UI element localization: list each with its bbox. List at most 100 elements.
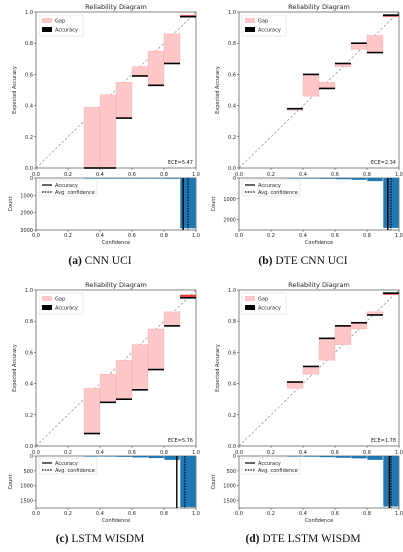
legend-accuracy-label: Accuracy [258,306,281,312]
ece-annotation: ECE=2.34 [371,160,396,166]
count-y-tick-label: 0 [30,454,33,460]
legend: Gap Accuracy [241,292,287,315]
legend-gap-swatch [245,18,255,23]
count-bar [319,178,335,179]
count-legend-confidence-label: Avg. confidence [55,468,95,474]
legend-gap-label: Gap [55,297,65,303]
count-x-tick-label: 0.2 [267,511,275,517]
legend-gap-label: Gap [55,19,65,25]
count-x-tick-label: 0.4 [96,233,104,239]
count-bar [367,178,383,182]
y-tick-label: 0.6 [228,350,236,356]
perfect-calibration-line [238,289,400,447]
x-axis-label: Confidence [102,518,130,524]
legend: Gap Accuracy [241,14,287,37]
count-legend-box [38,179,98,197]
count-x-tick-label: 0.6 [331,511,339,517]
x-tick-label: 1.0 [395,450,403,456]
panel-lstm-wisdm: Reliability Diagram 0.0 0.2 0.4 0.6 0.8 1.0 Exp… [0,278,200,552]
count-legend-box [38,457,98,475]
count-legend-box [241,179,301,197]
gap-bar [302,74,320,97]
x-tick-label: 0.2 [267,450,275,456]
x-axis-label: Confidence [305,240,333,246]
y-tick-label: 0.2 [25,413,33,419]
legend-accuracy-swatch [245,305,255,310]
x-tick-label: 0.2 [64,172,72,178]
x-tick-label: 0.2 [267,172,275,178]
count-x-tick-label: 0.4 [96,511,104,517]
x-tick-label: 0.0 [235,450,243,456]
y-tick-label: 0.4 [25,104,33,110]
chart-title: Reliability Diagram [288,3,350,11]
count-x-tick-label: 0.4 [299,233,307,239]
caption-letter: (a) [68,255,82,267]
y-tick-label: 1.0 [25,10,33,16]
gap-bar [350,43,368,50]
count-bar [367,456,383,460]
count-x-tick-label: 0.4 [299,511,307,517]
count-y-tick-label: 1000 [20,193,33,199]
x-tick-label: 0.8 [363,172,371,178]
panel-dte-lstm-wisdm: Reliability Diagram 0.0 0.2 0.4 0.6 0.8 1.0 Exp… [203,278,403,552]
count-bar [164,456,180,460]
y-tick-label: 0.0 [228,166,236,172]
caption-text: LSTM WISDM [71,533,145,545]
x-axis-label: Confidence [305,518,333,524]
count-bar [116,178,132,179]
count-bar [164,178,180,179]
count-x-tick-label: 0.6 [331,233,339,239]
x-tick-label: 0.0 [32,450,40,456]
count-legend-confidence-label: Avg. confidence [258,468,298,474]
count-bar [116,456,132,457]
gap-bar [83,388,101,434]
count-bar [319,456,335,458]
count-bar [132,456,148,458]
x-tick-label: 0.6 [331,450,339,456]
count-bar [84,456,100,457]
y-tick-label: 0.8 [25,41,33,47]
y-tick-label: 0.8 [228,41,236,47]
count-bar [303,178,319,179]
gap-bar [99,374,117,403]
gap-bar [334,325,352,345]
legend-accuracy-swatch [42,27,52,32]
y-tick-label: 1.0 [228,10,236,16]
count-legend-accuracy-label: Accuracy [55,461,78,467]
count-y-tick-label: 0 [30,176,33,182]
legend-gap-label: Gap [258,19,268,25]
y-tick-label: 0.0 [25,444,33,450]
x-tick-label: 0.4 [96,172,104,178]
y-tick-label: 0.6 [228,72,236,78]
x-tick-label: 0.4 [299,172,307,178]
count-x-tick-label: 1.0 [192,233,200,239]
gap-bar [302,366,320,375]
legend-accuracy-label: Accuracy [55,28,78,34]
count-y-tick-label: 2000 [20,211,33,217]
gap-bar [163,311,181,327]
count-x-tick-label: 0.8 [160,233,168,239]
legend: Gap Accuracy [38,14,84,37]
caption-letter: (c) [55,533,69,545]
y-tick-label: 0.2 [228,413,236,419]
gap-bar [83,107,101,169]
reliability-chart: Reliability Diagram 0.0 0.2 0.4 0.6 0.8 1.0 Exp… [211,3,403,246]
y-tick-label: 0.4 [228,104,236,110]
count-bar [100,456,116,457]
x-tick-label: 0.4 [299,450,307,456]
count-bar [351,178,367,180]
y-axis-label: Expected Accuracy [215,344,221,392]
y-tick-label: 0.0 [228,444,236,450]
y-tick-label: 1.0 [228,288,236,294]
x-tick-label: 0.2 [64,450,72,456]
chart-title: Reliability Diagram [85,3,147,11]
count-bar [335,456,351,458]
count-y-tick-label: 1000 [20,484,33,490]
count-legend-confidence-label: Avg. confidence [258,190,298,196]
count-x-tick-label: 0.6 [128,511,136,517]
count-y-tick-label: 1000 [223,197,236,203]
gap-bar [99,94,117,169]
x-tick-label: 0.0 [235,172,243,178]
